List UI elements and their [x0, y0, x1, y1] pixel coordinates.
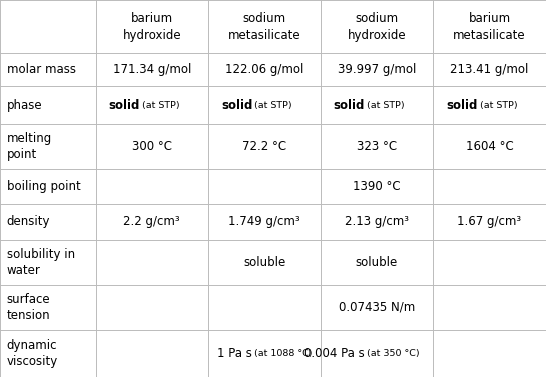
Text: surface
tension: surface tension — [7, 293, 50, 322]
Text: boiling point: boiling point — [7, 180, 80, 193]
Text: 323 °C: 323 °C — [357, 140, 397, 153]
Text: (at STP): (at STP) — [367, 101, 405, 110]
Text: solubility in
water: solubility in water — [7, 248, 75, 277]
Text: solid: solid — [334, 98, 365, 112]
Text: 0.004 Pa s: 0.004 Pa s — [304, 347, 365, 360]
Text: dynamic
viscosity: dynamic viscosity — [7, 339, 58, 368]
Text: 1390 °C: 1390 °C — [353, 180, 401, 193]
Text: 2.2 g/cm³: 2.2 g/cm³ — [123, 215, 180, 228]
Text: 2.13 g/cm³: 2.13 g/cm³ — [345, 215, 409, 228]
Text: solid: solid — [109, 98, 140, 112]
Text: (at 350 °C): (at 350 °C) — [367, 349, 419, 358]
Text: sodium
metasilicate: sodium metasilicate — [228, 12, 301, 41]
Text: 122.06 g/mol: 122.06 g/mol — [225, 63, 304, 76]
Text: 171.34 g/mol: 171.34 g/mol — [112, 63, 191, 76]
Text: 39.997 g/mol: 39.997 g/mol — [337, 63, 416, 76]
Text: barium
metasilicate: barium metasilicate — [453, 12, 526, 41]
Text: (at STP): (at STP) — [479, 101, 517, 110]
Text: 1.749 g/cm³: 1.749 g/cm³ — [228, 215, 300, 228]
Text: density: density — [7, 215, 50, 228]
Text: (at STP): (at STP) — [142, 101, 180, 110]
Text: 1604 °C: 1604 °C — [466, 140, 513, 153]
Text: 300 °C: 300 °C — [132, 140, 172, 153]
Text: phase: phase — [7, 98, 42, 112]
Text: solid: solid — [221, 98, 252, 112]
Text: barium
hydroxide: barium hydroxide — [122, 12, 181, 41]
Text: 72.2 °C: 72.2 °C — [242, 140, 286, 153]
Text: 1 Pa s: 1 Pa s — [217, 347, 252, 360]
Text: (at 1088 °C): (at 1088 °C) — [254, 349, 313, 358]
Text: melting
point: melting point — [7, 132, 52, 161]
Text: (at STP): (at STP) — [254, 101, 292, 110]
Text: 0.07435 N/m: 0.07435 N/m — [339, 301, 415, 314]
Text: soluble: soluble — [243, 256, 286, 269]
Text: 1.67 g/cm³: 1.67 g/cm³ — [458, 215, 521, 228]
Text: molar mass: molar mass — [7, 63, 75, 76]
Text: solid: solid — [446, 98, 477, 112]
Text: soluble: soluble — [355, 256, 398, 269]
Text: 213.41 g/mol: 213.41 g/mol — [450, 63, 529, 76]
Text: sodium
hydroxide: sodium hydroxide — [347, 12, 406, 41]
